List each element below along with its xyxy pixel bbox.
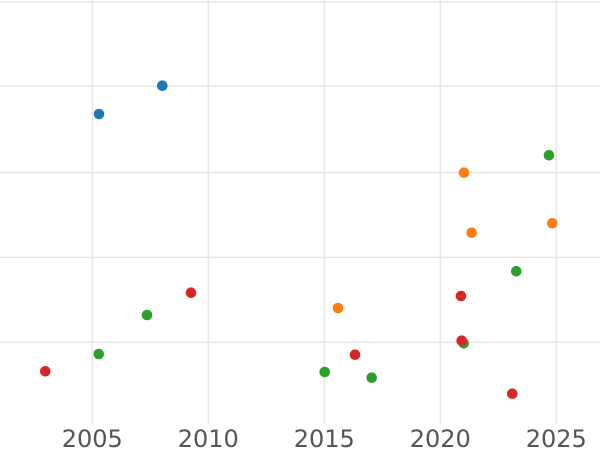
blue-series-point — [93, 108, 105, 120]
green-series-point — [319, 366, 331, 378]
green-series-point — [511, 266, 522, 277]
red-series-point — [507, 388, 518, 400]
green-series-point — [543, 150, 555, 161]
orange-series-point — [547, 218, 558, 229]
x-tick-label: 2005 — [62, 425, 123, 450]
x-tick-label: 2015 — [294, 425, 355, 450]
x-tick-label: 2020 — [410, 425, 471, 450]
orange-series-point — [466, 227, 478, 238]
red-series-point — [455, 290, 467, 302]
green-series-point — [366, 372, 378, 384]
x-tick-label: 2010 — [178, 425, 239, 450]
x-tick-label: 2025 — [526, 425, 587, 450]
green-series-point — [141, 309, 153, 321]
blue-series-point — [157, 80, 168, 91]
red-series-point — [185, 287, 197, 299]
red-series-point — [456, 335, 468, 347]
red-series-point — [40, 366, 51, 377]
red-series-point — [349, 349, 361, 361]
orange-series-point — [332, 302, 344, 314]
orange-series-point — [458, 167, 470, 178]
green-series-point — [93, 348, 104, 360]
